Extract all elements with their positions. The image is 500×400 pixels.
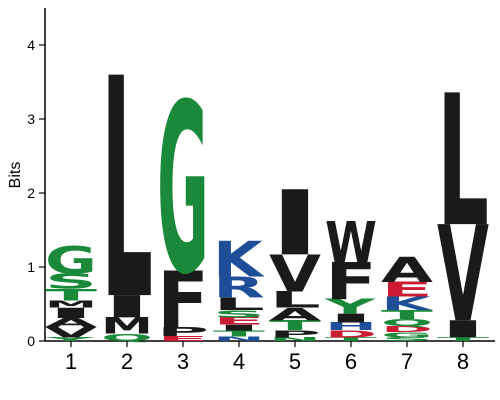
logo-letter-p7-Q: Q [381, 317, 433, 329]
x-ticks: 1 2 3 4 5 6 7 8 [65, 341, 469, 374]
y-ticks: 0 1 2 3 4 [27, 37, 45, 349]
logo-letter-p1-G: G [45, 240, 97, 283]
logo-letter-p6-I: I [325, 311, 377, 325]
logo-letter-p6-W: W [325, 211, 377, 276]
logo-letter-p4-L: L [213, 294, 265, 314]
logo-letter-p5-A: A [269, 304, 321, 324]
logo-letter-p5-T: T [269, 318, 322, 333]
logo-letter-p3-E: E [157, 334, 209, 342]
logo-letter-p6-F: F [325, 253, 377, 312]
logo-letter-p6-T: T [325, 336, 377, 342]
logo-letter-p7-G: G [381, 331, 433, 339]
logo-letter-p4-S: S [213, 308, 265, 320]
x-tick-label-1: 1 [65, 349, 77, 374]
logo-letter-p5-V: V [269, 245, 321, 304]
axes: Bits [7, 8, 495, 342]
y-tick-label-2: 2 [27, 185, 35, 201]
logo-letter-p2-I: I [101, 289, 153, 325]
logo-letter-p1-A: A [45, 316, 98, 330]
logo-letter-p2-Q: Q [101, 332, 153, 344]
logo-letter-p7-S: S [381, 336, 433, 342]
logo-letter-p6-Y: Y [324, 295, 377, 318]
logo-letter-p8-V: V [437, 198, 489, 352]
logo-letter-p3-P: P [157, 325, 209, 339]
logo-letter-p6-D: D [325, 328, 377, 340]
logo-letter-p4-K: K [213, 232, 265, 288]
y-axis-title: Bits [7, 162, 24, 189]
logo-letter-p7-A: A [381, 249, 434, 290]
logo-letter-p8-T: T [437, 336, 489, 342]
logo-letter-p4-R: R [213, 272, 265, 305]
logo-letter-p5-P: P [269, 328, 321, 340]
logo-letter-p7-T: T [381, 307, 433, 321]
logo-letter-p3-G: G [157, 55, 209, 327]
y-tick-label-3: 3 [27, 111, 35, 127]
y-tick-label-1: 1 [27, 259, 35, 275]
logo-letter-p5-I: I [269, 171, 321, 275]
y-tick-label-4: 4 [27, 37, 35, 53]
logo-letter-p1-V: V [45, 324, 98, 340]
x-tick-label-6: 6 [345, 349, 357, 374]
logo-letter-p1-Y: Y [44, 336, 98, 342]
logo-letter-p4-T: T [213, 329, 265, 338]
logo-letter-p2-L: L [101, 15, 153, 367]
logo-letter-p2-M: M [101, 314, 153, 340]
logo-letter-p6-H: H [325, 321, 377, 333]
x-tick-label-2: 2 [121, 349, 133, 374]
logo-letter-p3-F: F [157, 256, 209, 346]
x-tick-label-8: 8 [457, 349, 469, 374]
logo-letter-p7-E: E [381, 278, 433, 302]
logo-letter-p7-D: D [381, 325, 433, 334]
logo-letter-p1-S: S [45, 270, 97, 294]
x-tick-label-7: 7 [401, 349, 413, 374]
logo-letter-p5-N: N [269, 336, 321, 342]
logo-letter-p8-I: I [437, 316, 489, 343]
logo-letter-p1-T: T [45, 285, 98, 304]
x-tick-label-4: 4 [233, 349, 245, 374]
logo-letter-p4-I: I [213, 323, 265, 332]
logo-letter-p7-K: K [381, 293, 433, 314]
logo-letter-p4-N: N [213, 335, 265, 342]
logo-letter-p8-L: L [437, 58, 489, 268]
logo-letter-p4-E: E [213, 315, 265, 327]
y-tick-label-0: 0 [27, 333, 35, 349]
logo-letter-p5-L: L [269, 287, 321, 313]
x-tick-label-3: 3 [177, 349, 189, 374]
logo-letter-p1-I: I [45, 305, 97, 321]
logo-letter-p1-M: M [45, 298, 97, 310]
x-tick-label-5: 5 [289, 349, 301, 374]
